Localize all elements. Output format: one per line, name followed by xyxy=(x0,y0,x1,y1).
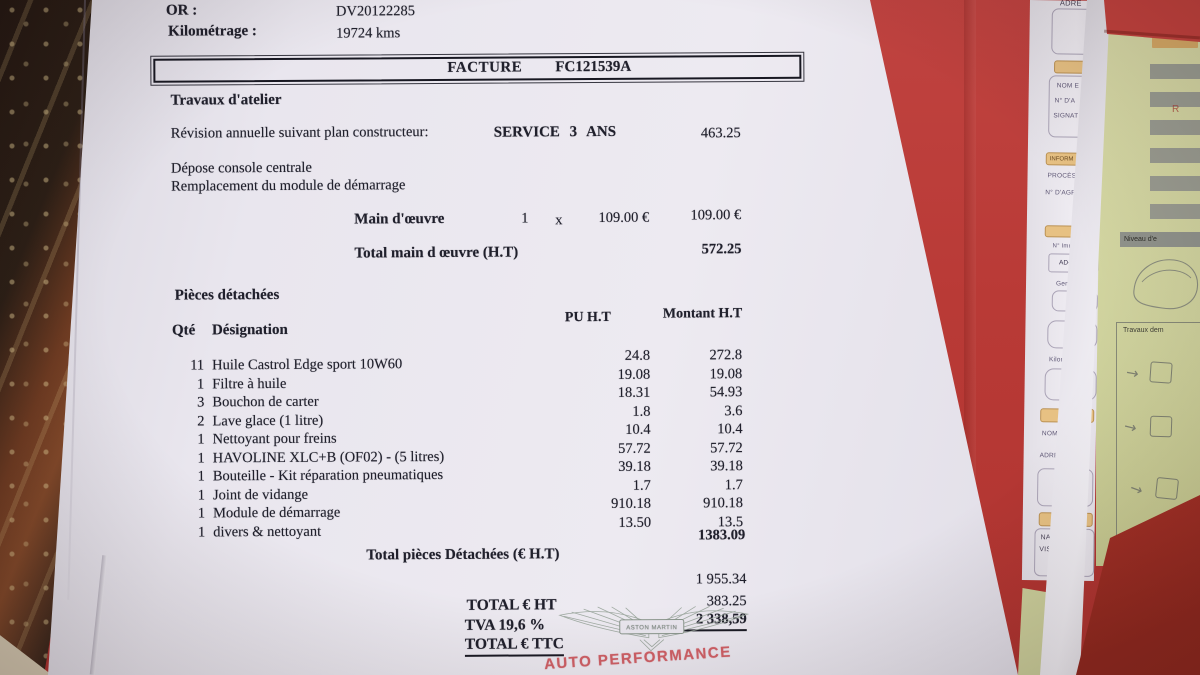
remplacement-line: Remplacement du module de démarrage xyxy=(171,177,406,195)
item-montant: 39.18 xyxy=(710,458,743,475)
col-header-pu: PU H.T xyxy=(564,309,611,326)
item-montant: 19.08 xyxy=(709,366,743,383)
item-pu: 18.31 xyxy=(617,384,651,401)
item-qty: 3 xyxy=(197,394,205,411)
item-pu: 1.7 xyxy=(632,477,651,494)
total-ht-label: TOTAL € HT xyxy=(466,596,557,614)
item-pu: 13.50 xyxy=(618,514,652,531)
kilometrage-label: Kilométrage : xyxy=(168,23,257,40)
col-header-montant: Montant H.T xyxy=(662,306,743,322)
item-qty: 1 xyxy=(197,505,206,522)
item-designation: Huile Castrol Edge sport 10W60 xyxy=(212,356,403,374)
item-montant: 57.72 xyxy=(710,440,743,457)
or-label: OR : xyxy=(165,2,198,19)
item-qty: 1 xyxy=(197,468,205,485)
car-sketch xyxy=(1133,259,1199,310)
tva-label: TVA 19,6 % xyxy=(464,616,546,634)
yellow-form-paper xyxy=(1096,28,1200,566)
total-ttc-label: TOTAL € TTC xyxy=(464,635,565,657)
item-montant: 54.93 xyxy=(709,384,743,401)
labor-total-label: Total main d œuvre (H.T) xyxy=(354,244,519,262)
item-designation: HAVOLINE XLC+B (OF02) - (5 litres) xyxy=(212,448,445,467)
item-pu: 39.18 xyxy=(618,458,651,475)
labor-label: Main d'œuvre xyxy=(354,210,445,228)
revision-line: Révision annuelle suivant plan construct… xyxy=(170,124,429,142)
item-pu: 1.8 xyxy=(632,403,651,420)
item-qty: 1 xyxy=(197,487,206,504)
item-designation: Joint de vidange xyxy=(212,486,309,504)
parts-total-label: Total pièces Détachées (€ H.T) xyxy=(366,546,560,564)
yellow-form-gray-bar xyxy=(1150,64,1200,79)
item-montant: 910.18 xyxy=(703,495,744,512)
item-qty: 1 xyxy=(196,376,205,393)
item-montant: 10.4 xyxy=(717,421,743,438)
yellow-form-stamp-mark: R xyxy=(1172,104,1180,115)
item-designation: Filtre à huile xyxy=(212,375,287,393)
item-designation: Nettoyant pour freins xyxy=(212,430,337,448)
yellow-form-gray-bar xyxy=(1150,148,1200,163)
section-travaux-title: Travaux d'atelier xyxy=(170,91,282,109)
yellow-form-gray-bar xyxy=(1150,176,1200,191)
facture-number: FC121539A xyxy=(555,58,632,76)
item-qty: 1 xyxy=(197,524,206,541)
yellow-form-travaux-label: Travaux dem xyxy=(1123,327,1164,334)
item-qty: 1 xyxy=(197,450,205,467)
total-ht-value: 1 955.34 xyxy=(695,571,747,588)
item-qty: 11 xyxy=(190,357,205,374)
labor-total-value: 572.25 xyxy=(701,241,742,258)
revision-amount: 463.25 xyxy=(700,125,741,142)
item-designation: Bouteille - Kit réparation pneumatiques xyxy=(212,466,444,485)
labor-rate: 109.00 € xyxy=(598,209,650,227)
item-pu: 57.72 xyxy=(618,440,651,457)
item-designation: Bouchon de carter xyxy=(212,393,319,411)
item-qty: 2 xyxy=(197,413,205,430)
kilometrage-value: 19724 kms xyxy=(336,25,401,42)
item-pu: 24.8 xyxy=(624,347,651,364)
yellow-form-gray-bar xyxy=(1150,120,1200,135)
item-montant: 1.7 xyxy=(724,477,743,494)
depose-line: Dépose console centrale xyxy=(170,159,312,177)
item-designation: divers & nettoyant xyxy=(213,523,322,541)
facture-title-box: FACTURE FC121539A xyxy=(150,51,805,87)
col-header-designation: Désignation xyxy=(211,321,288,339)
aston-martin-logo: ASTON MARTIN xyxy=(558,605,750,652)
col-header-qty: Qté xyxy=(171,322,196,339)
item-montant: 272.8 xyxy=(709,347,743,364)
parts-total-value: 1383.09 xyxy=(698,527,746,544)
item-pu: 19.08 xyxy=(617,366,651,383)
service-label: SERVICE 3 ANS xyxy=(493,123,617,141)
yellow-form-niveau-bar: Niveau d'e xyxy=(1120,232,1200,247)
facture-title: FACTURE xyxy=(447,59,523,76)
item-qty: 1 xyxy=(197,431,205,448)
item-designation: Module de démarrage xyxy=(213,504,341,522)
item-designation: Lave glace (1 litre) xyxy=(212,412,324,430)
red-folder-flap xyxy=(1104,0,1200,42)
section-pieces-title: Pièces détachées xyxy=(174,286,280,304)
logo-text: ASTON MARTIN xyxy=(626,625,677,631)
yellow-form-gray-bar xyxy=(1150,92,1200,107)
labor-qty: 1 xyxy=(521,210,529,227)
item-pu: 10.4 xyxy=(625,421,651,438)
item-montant: 3.6 xyxy=(724,403,743,420)
item-pu: 910.18 xyxy=(611,495,652,512)
or-value: DV20122285 xyxy=(335,3,416,20)
yellow-form-gray-bar xyxy=(1150,204,1200,219)
labor-amount: 109.00 € xyxy=(690,207,742,224)
